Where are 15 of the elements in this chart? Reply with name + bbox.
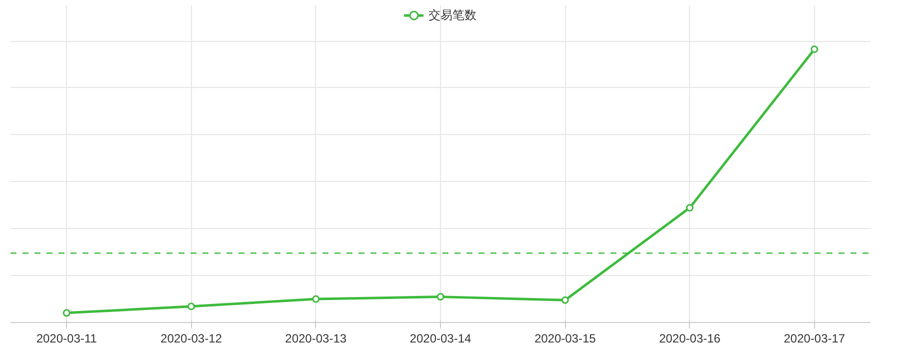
point bbox=[312, 295, 320, 303]
x-tick-label: 2020-03-15 bbox=[534, 332, 596, 346]
point bbox=[686, 204, 694, 212]
x-tick-label: 2020-03-17 bbox=[784, 332, 846, 346]
point bbox=[436, 293, 444, 301]
legend-label: 交易笔数 bbox=[428, 6, 476, 24]
x-tick-label: 2020-03-12 bbox=[160, 332, 222, 346]
point bbox=[62, 309, 70, 317]
x-tick-label: 2020-03-14 bbox=[410, 332, 472, 346]
x-tick-label: 2020-03-11 bbox=[36, 332, 98, 346]
x-tick-label: 2020-03-16 bbox=[659, 332, 721, 346]
x-tick-label: 2020-03-13 bbox=[285, 332, 347, 346]
point bbox=[187, 302, 195, 310]
point bbox=[810, 45, 818, 53]
point bbox=[561, 296, 569, 304]
